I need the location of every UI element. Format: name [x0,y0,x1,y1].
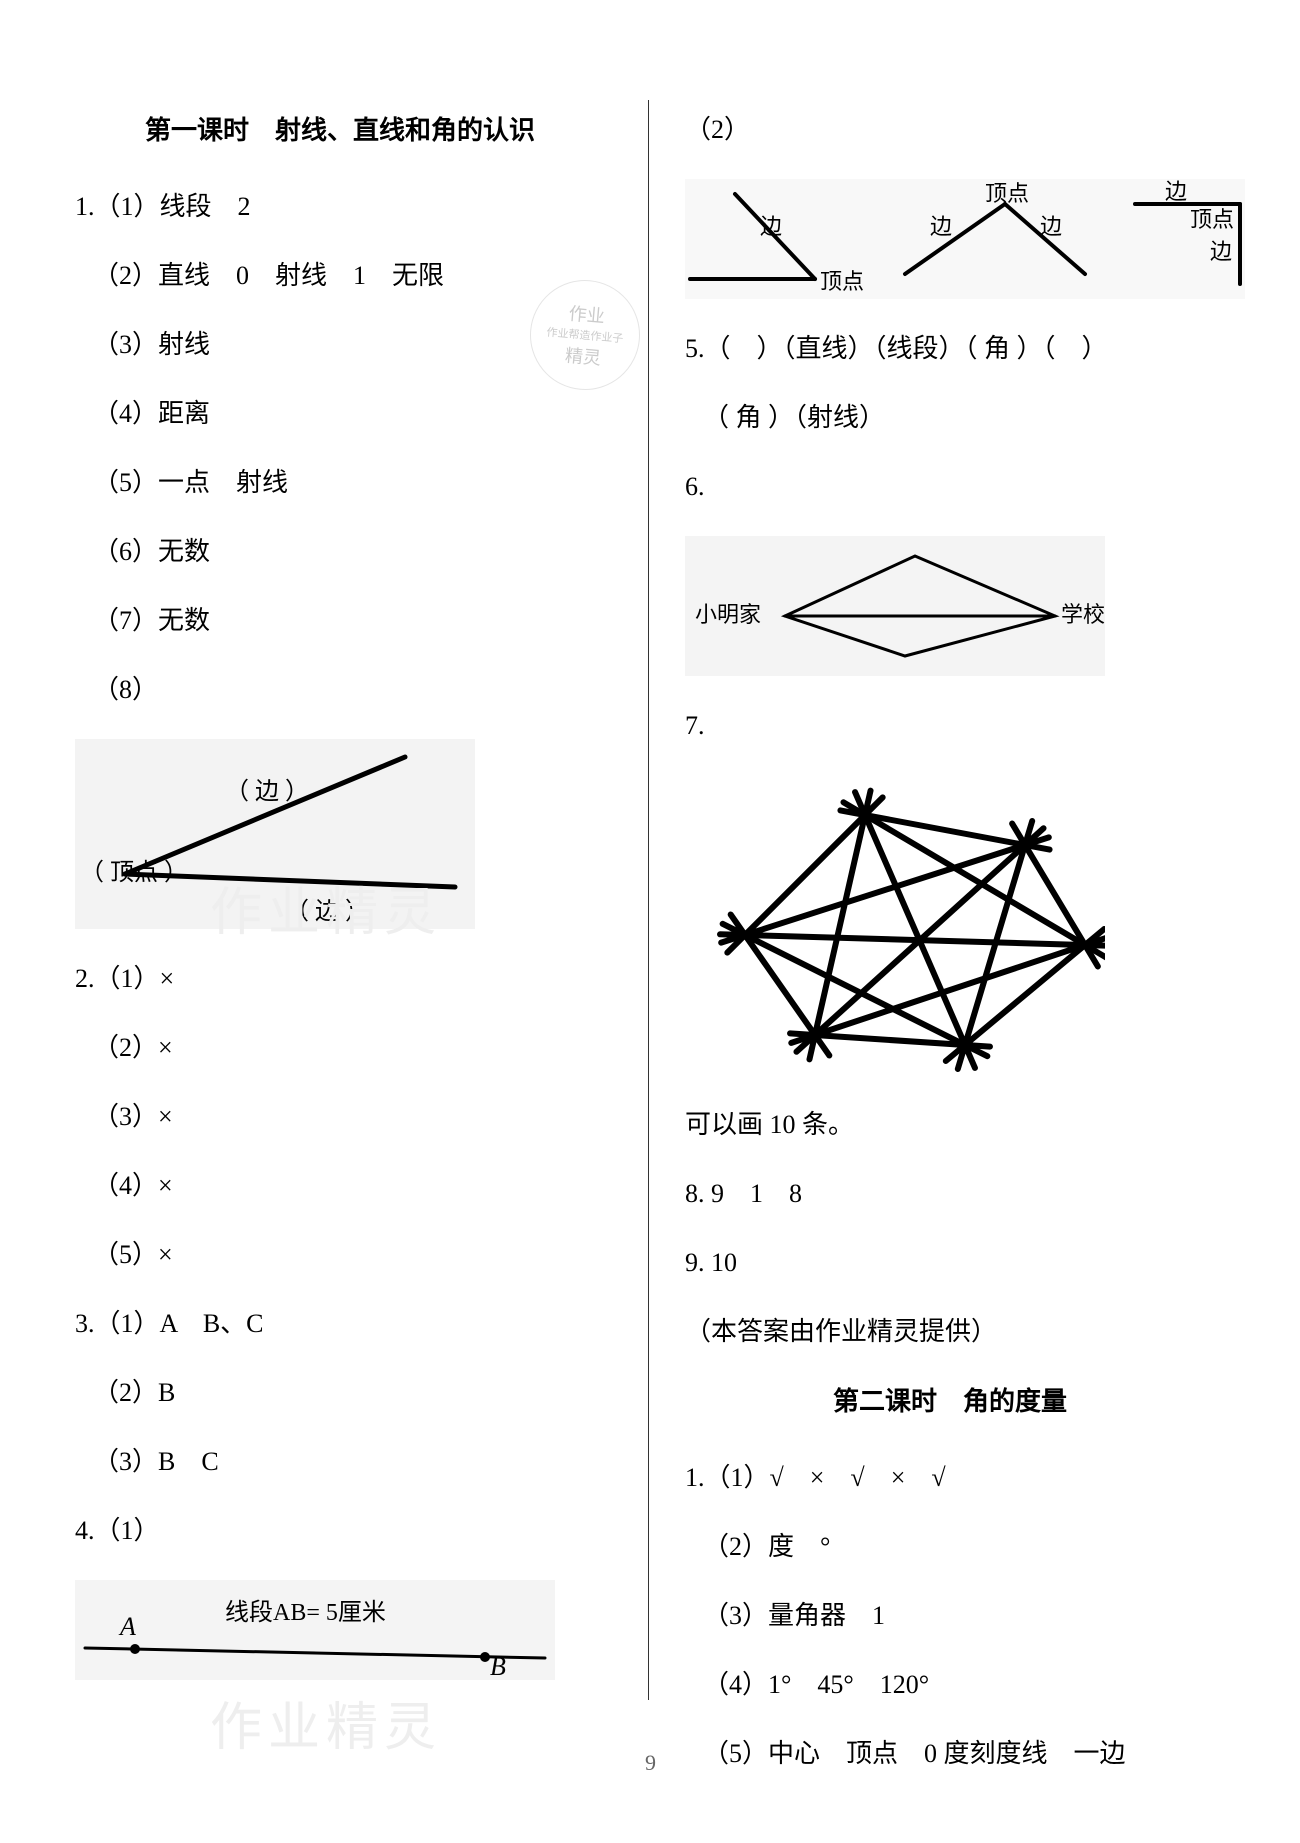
q1-5: （5）一点 射线 [75,463,605,502]
svg-text:A: A [118,1612,136,1641]
s1-4: （4）1° 45° 120° [685,1665,1215,1704]
svg-text:（ 边 ）: （ 边 ） [225,778,309,805]
s1-2: （2）度 ° [685,1527,1215,1566]
route-diagram: 小明家 学校 [685,536,1215,676]
stamp-l3: 精灵 [564,341,602,370]
r-note: （本答案由作业精灵提供） [685,1312,1215,1351]
svg-text:（ 顶点 ）: （ 顶点 ） [80,859,188,886]
s1-5: （5）中心 顶点 0 度刻度线 一边 [685,1734,1215,1773]
segment-diagram: A B 线段AB= 5厘米 [75,1580,605,1680]
q2-2: （2）× [75,1028,605,1067]
svg-text:（ 边 ）: （ 边 ） [285,898,369,925]
r-p6: 6. [685,467,1215,506]
svg-text:边: 边 [1210,239,1232,264]
svg-text:边: 边 [760,214,782,239]
q1-7: （7）无数 [75,601,605,640]
q3-3: （3）B C [75,1442,605,1481]
column-divider [648,100,649,1700]
stamp-l1: 作业 [568,300,606,329]
q1-1: 1.（1）线段 2 [75,187,605,226]
q2-3: （3）× [75,1097,605,1136]
svg-text:线段AB= 5厘米: 线段AB= 5厘米 [225,1599,386,1626]
svg-text:顶点: 顶点 [820,269,864,294]
lesson-1-heading: 第一课时 射线、直线和角的认识 [75,110,605,147]
q1-3: （3）射线 [75,325,605,364]
s1-1: 1.（1）√ × √ × √ [685,1458,1215,1497]
q1-2: （2）直线 0 射线 1 无限 [75,256,605,295]
q1-4: （4）距离 [75,394,605,433]
r-p7b: 可以画 10 条。 [685,1105,1215,1144]
svg-text:顶点: 顶点 [1190,207,1234,232]
q3-2: （2）B [75,1373,605,1412]
q1-8: （8） [75,670,605,709]
s1-3: （3）量角器 1 [685,1596,1215,1635]
left-column: 第一课时 射线、直线和角的认识 1.（1）线段 2 （2）直线 0 射线 1 无… [60,110,620,1803]
page: 第一课时 射线、直线和角的认识 1.（1）线段 2 （2）直线 0 射线 1 无… [0,0,1300,1843]
svg-text:边: 边 [930,214,952,239]
lesson-2-heading: 第二课时 角的度量 [685,1381,1215,1418]
svg-text:学校: 学校 [1061,602,1105,627]
r-p8: 8. 9 1 8 [685,1174,1215,1213]
q2-4: （4）× [75,1166,605,1205]
svg-text:边: 边 [1040,214,1062,239]
q2-5: （5）× [75,1235,605,1274]
right-column: （2） 边顶点边顶点边边顶点边 5.（ ）（直线）（线段）（ 角 ）（ ） （ … [670,110,1230,1803]
r-p5b: （ 角 ）（射线） [685,398,1215,437]
star-diagram [685,775,1215,1075]
svg-text:顶点: 顶点 [985,181,1029,206]
r-p7: 7. [685,706,1215,745]
svg-text:边: 边 [1165,179,1187,204]
svg-text:小明家: 小明家 [695,602,761,627]
vertex-diagram: 边顶点边顶点边边顶点边 [685,179,1215,299]
r-p9: 9. 10 [685,1243,1215,1282]
angle-diagram: （ 顶点 ） （ 边 ） （ 边 ） [75,739,605,929]
r-p1: （2） [685,110,1215,149]
q2-1: 2.（1）× [75,959,605,998]
page-number: 9 [645,1750,656,1776]
q1-6: （6）无数 [75,532,605,571]
r-p5: 5.（ ）（直线）（线段）（ 角 ）（ ） [685,329,1215,368]
svg-text:B: B [490,1652,506,1680]
q4-1: 4.（1） [75,1511,605,1550]
q3-1: 3.（1）A B、C [75,1304,605,1343]
